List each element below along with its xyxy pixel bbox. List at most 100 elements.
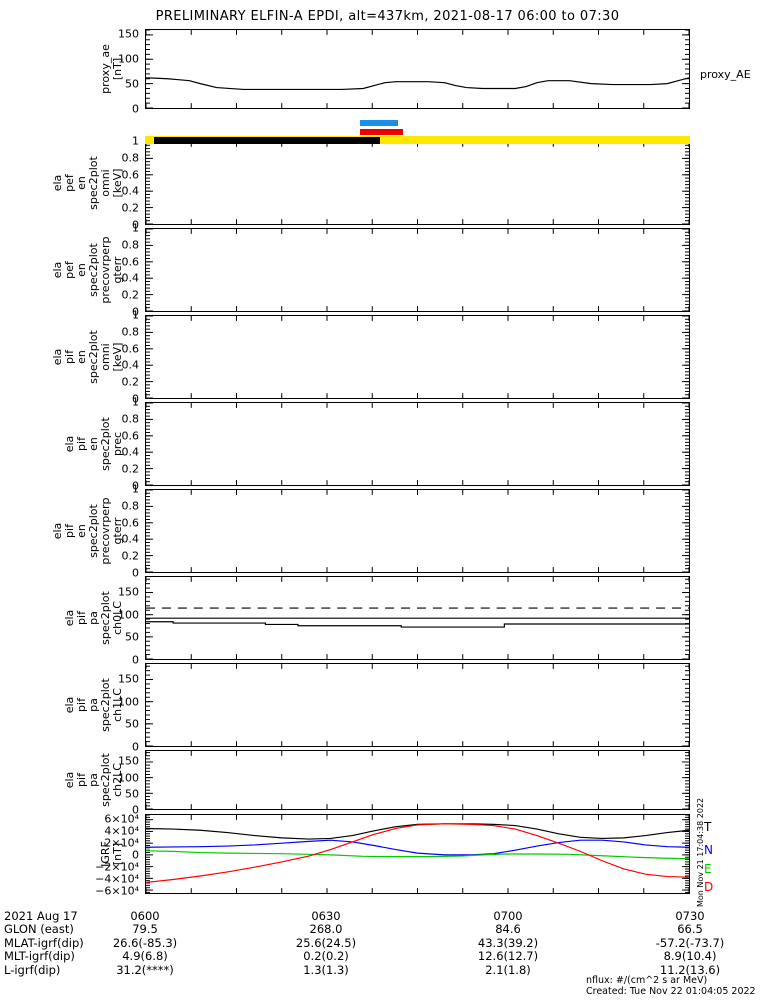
ytick-label: 100 [118, 771, 139, 785]
ytick-label: 0 [132, 803, 139, 817]
ytick-label: 100 [118, 695, 139, 709]
ylabel-word: en [87, 437, 100, 451]
ephemeris-row-label: MLT-igrf(dip) [4, 949, 75, 964]
ylabel-word: pa [87, 698, 100, 712]
ytick-labels-ela-pif-pa-ch0lc: 0 50 100 150 [0, 576, 143, 665]
ytick-label: 0.2 [121, 549, 140, 563]
ylabel-word: ch1LC [111, 688, 124, 722]
ylabel-word: spec2plot [87, 330, 100, 384]
ytick-label: 100 [118, 52, 139, 66]
ytick-label: 50 [125, 77, 139, 91]
ylabel-word: ela [63, 609, 76, 627]
ephemeris-value: 84.6 [495, 922, 521, 937]
ylabel-word: en [75, 176, 88, 190]
ylabel-word: spec2plot [87, 504, 100, 558]
ephemeris-row-label: 2021 Aug 17 [4, 909, 78, 923]
ylabel-word: gterr [111, 256, 124, 284]
ephemeris-row: MLT-igrf(dip) 4.9(6.8) 0.2(0.2) 12.6(12.7) 8… [0, 949, 775, 964]
ytick-label: 0.4 [121, 532, 140, 546]
ylabel-word: ela [63, 435, 76, 453]
ytick-label: 0.6 [121, 255, 140, 269]
ylabel-word: pif [63, 350, 76, 364]
ephemeris-row: L-igrf(dip) 31.2(****) 1.3(1.3) 2.1(1.8) 11.… [0, 962, 775, 977]
ylabel-word: pa [87, 773, 100, 787]
ytick-label: 0.8 [121, 325, 140, 339]
legend-item-n: N [704, 843, 713, 857]
ytick-label: 0.2 [121, 462, 140, 476]
series-T [146, 823, 689, 840]
ephemeris-value: -57.2(-73.7) [655, 935, 725, 950]
ephemeris-value: 11.2(13.6) [659, 962, 721, 977]
legend-item-t: T [704, 820, 712, 834]
series-D [146, 823, 689, 884]
ylabel-word: spec2plot [99, 753, 112, 807]
panel-proxy-ae [145, 29, 690, 109]
ytick-label: 0 [132, 218, 139, 232]
ytick-label: 50 [125, 630, 139, 644]
blue-bar [360, 120, 399, 126]
legend-item-e: E [704, 862, 712, 876]
ytick-labels-ela-pif-pa-ch2lc: 0 50 100 150 [0, 750, 143, 816]
ephemeris-row: GLON (east) 79.5 268.0 84.6 66.5 [0, 922, 775, 937]
ylabel-word: [nT] [111, 842, 124, 866]
ephemeris-row: MLAT-igrf(dip) 26.6(-85.3) 25.6(24.5) 43.3(… [0, 935, 775, 950]
red-bar [360, 129, 403, 135]
ytick-labels-proxy-ae: 0 50 100 150 [0, 27, 143, 115]
ytick-label: 0.4 [121, 184, 140, 198]
ylabel-word: ela [63, 696, 76, 714]
ytick-label: 0.6 [121, 168, 140, 182]
ephemeris-value: 43.3(39.2) [477, 935, 539, 950]
panel-ela-pif-en-omni [145, 315, 690, 399]
ytick-label: 1 [132, 395, 139, 409]
series-pa-lower-step [146, 621, 689, 628]
ylabel-word: en [75, 524, 88, 538]
panel-ela-pif-en-prec [145, 402, 690, 486]
panel-ela-pif-pa-ch0lc [145, 576, 690, 660]
ytick-label: 0.8 [121, 151, 140, 165]
ephemeris-row-label: MLAT-igrf(dip) [4, 935, 84, 950]
ytick-label: 0.4 [121, 358, 140, 372]
ylabel-word: pif [75, 611, 88, 625]
ylabel-word: prec [111, 431, 124, 457]
panel-ela-pef-en-precovrperp-gterr [145, 228, 690, 312]
ytick-label: 1 [132, 134, 139, 148]
ytick-labels-ela-pif-en-precovrperp-gterr: 0 0.2 0.4 0.6 0.8 1 [0, 484, 143, 579]
ylabel-word: pif [75, 698, 88, 712]
ytick-label: 0.2 [121, 375, 140, 389]
ephemeris-value: 26.6(-85.3) [112, 935, 178, 950]
ephemeris-value: 12.6(12.7) [477, 949, 539, 964]
footnote: nflux: #/(cm^2 s ar MeV) Created: Tue No… [586, 975, 756, 997]
ephemeris-value: 31.2(****) [116, 962, 174, 977]
ytick-label: 150 [118, 585, 139, 599]
ytick-label: 0.4 [121, 271, 140, 285]
ephemeris-value: 8.9(10.4) [663, 949, 717, 964]
ylabel-word: [nT] [111, 57, 124, 81]
ylabel-word: pif [75, 437, 88, 451]
ephemeris-row: 2021 Aug 17 0600 0630 0700 0730 [0, 909, 775, 923]
ylabel-word: en [75, 350, 88, 364]
black-bar [154, 137, 381, 144]
ephemeris-value: 25.6(24.5) [295, 935, 357, 950]
ytick-label: −4×10⁴ [95, 872, 139, 886]
ytick-labels-ela-pif-pa-ch1lc: 0 50 100 150 [0, 663, 143, 752]
ytick-label: 0.8 [121, 238, 140, 252]
ytick-label: 0 [132, 653, 139, 667]
ytick-label: 1 [132, 221, 139, 235]
ylabel-word: IGRF [99, 841, 112, 867]
ylabel-word: pef [63, 174, 76, 192]
ylabel-word: ch2LC [111, 763, 124, 797]
ytick-label: −2×10⁴ [95, 860, 139, 874]
ytick-label: 150 [118, 754, 139, 768]
ytick-label: 0 [132, 392, 139, 406]
ytick-label: 0.6 [121, 342, 140, 356]
ylabel-word: pif [63, 524, 76, 538]
ytick-label: 0.8 [121, 412, 140, 426]
ytick-label: 0.8 [121, 499, 140, 513]
ylabel-word: proxy_ae [99, 44, 112, 94]
ytick-label: 150 [118, 27, 139, 41]
ephemeris-value: 0700 [493, 909, 523, 923]
ylabel-word: precovrperp [99, 236, 112, 304]
ytick-label: 2×10⁴ [104, 836, 139, 850]
ephemeris-value: 79.5 [132, 922, 158, 937]
